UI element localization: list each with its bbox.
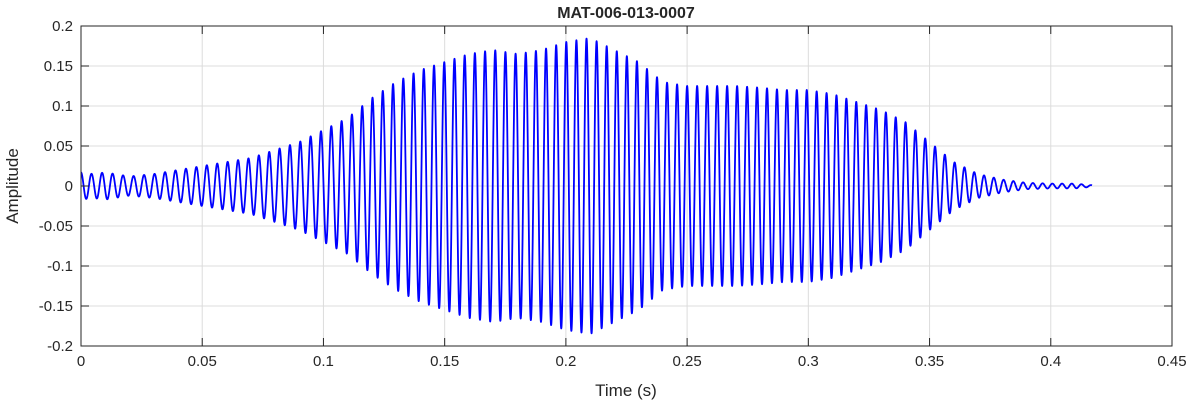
x-axis-ticks: 0 0.05 0.1 0.15 0.2 0.25 0.3 0.35 0.4 0.45 xyxy=(77,26,1187,370)
x-tick-label: 0 xyxy=(77,353,85,370)
x-tick-label: 0.25 xyxy=(673,353,702,370)
signal-layer xyxy=(80,37,1093,335)
x-tick-label: 0.45 xyxy=(1157,353,1186,370)
y-axis-label: Amplitude xyxy=(3,148,22,224)
x-tick-label: 0.4 xyxy=(1040,353,1061,370)
y-axis-ticks: -0.2 -0.15 -0.1 -0.05 0 0.05 0.1 0.15 0.2 xyxy=(39,18,1172,355)
y-tick-label: 0.1 xyxy=(52,98,73,115)
y-tick-label: -0.2 xyxy=(47,338,73,355)
y-tick-label: 0.2 xyxy=(52,18,73,35)
x-tick-label: 0.15 xyxy=(430,353,459,370)
y-tick-label: 0.15 xyxy=(44,58,73,75)
x-tick-label: 0.05 xyxy=(188,353,217,370)
y-tick-label: -0.05 xyxy=(39,218,73,235)
x-tick-label: 0.1 xyxy=(313,353,334,370)
x-tick-label: 0.3 xyxy=(798,353,819,370)
y-tick-label: -0.15 xyxy=(39,298,73,315)
y-tick-label: 0.05 xyxy=(44,138,73,155)
x-axis-label: Time (s) xyxy=(595,381,657,400)
y-tick-label: -0.1 xyxy=(47,258,73,275)
x-tick-label: 0.2 xyxy=(555,353,576,370)
y-tick-label: 0 xyxy=(65,178,73,195)
x-tick-label: 0.35 xyxy=(915,353,944,370)
waveform-line xyxy=(80,37,1093,335)
chart-title: MAT-006-013-0007 xyxy=(557,5,695,22)
